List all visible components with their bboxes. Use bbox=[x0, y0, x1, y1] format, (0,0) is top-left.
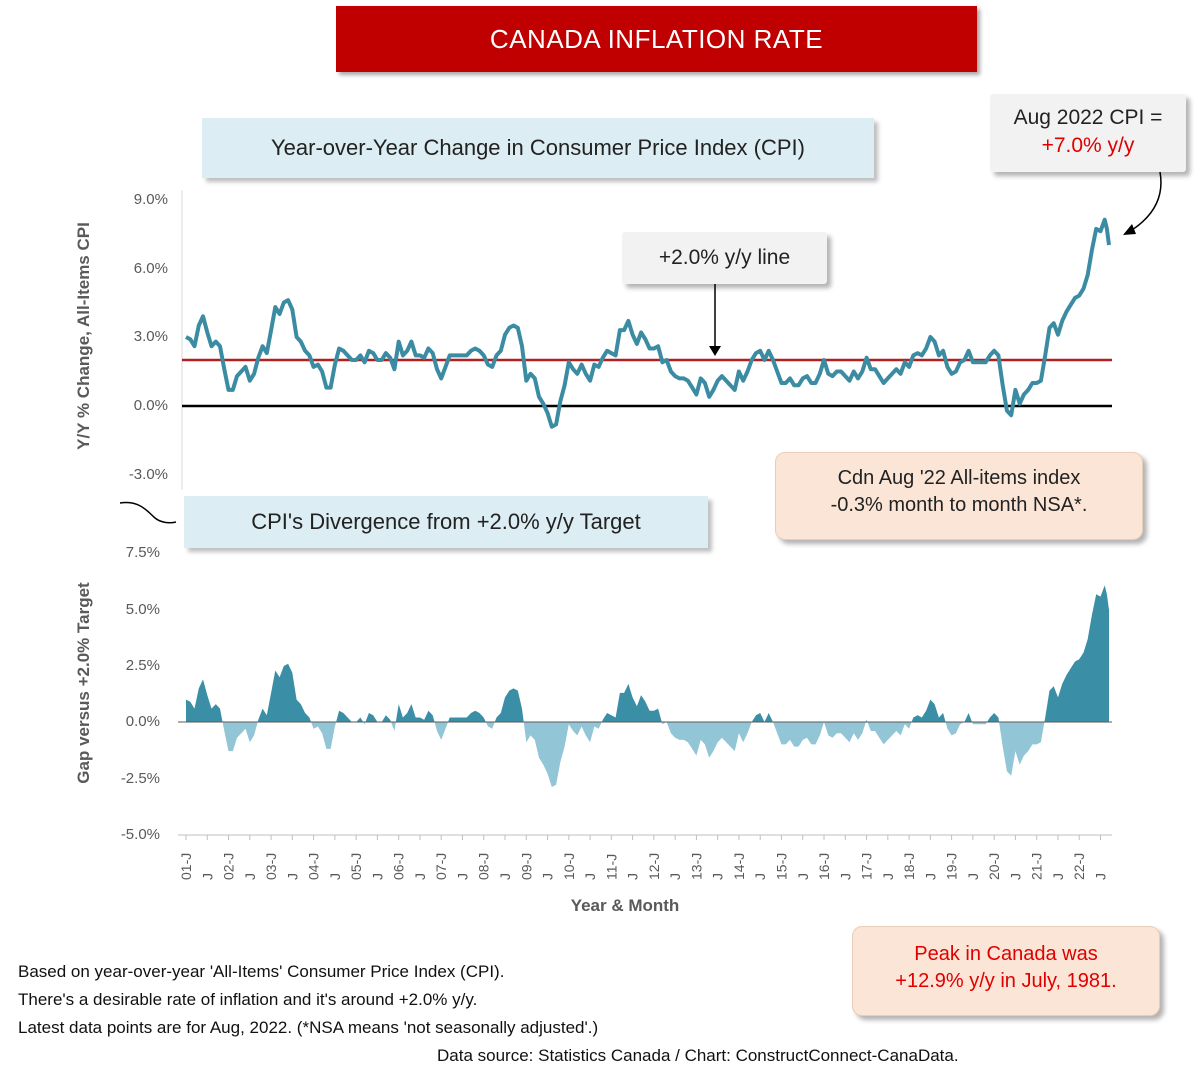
x-tick-label: 16-J bbox=[816, 853, 832, 880]
monthly-change-line2: -0.3% month to month NSA*. bbox=[830, 494, 1088, 516]
x-tick-label: 11-J bbox=[603, 854, 619, 880]
x-tick-label: J bbox=[327, 873, 343, 880]
x-tick-label: 06-J bbox=[391, 853, 407, 880]
top-y-tick: 9.0% bbox=[133, 191, 168, 208]
bottom-y-tick: -5.0% bbox=[120, 826, 160, 843]
x-tick-label: 14-J bbox=[731, 853, 747, 880]
x-axis-title: Year & Month bbox=[570, 896, 680, 915]
axis-break-mark bbox=[119, 501, 177, 524]
peak-line2: +12.9% y/y in July, 1981. bbox=[895, 970, 1117, 992]
cpi-yoy-series bbox=[185, 217, 1111, 429]
latest-cpi-callout: Aug 2022 CPI = +7.0% y/y bbox=[990, 94, 1186, 172]
x-tick-label: J bbox=[922, 873, 938, 880]
x-tick-label: J bbox=[1050, 873, 1066, 880]
x-tick-label: J bbox=[412, 873, 428, 880]
x-tick-label: 09-J bbox=[518, 853, 534, 880]
x-tick-label: 18-J bbox=[901, 853, 917, 880]
latest-callout-arrow bbox=[1131, 171, 1162, 231]
x-tick-label: J bbox=[880, 873, 896, 880]
divergence-below-target-area bbox=[186, 722, 1109, 787]
peak-line1: Peak in Canada was bbox=[914, 943, 1098, 965]
x-tick-label: J bbox=[455, 873, 471, 880]
x-tick-label: 02-J bbox=[221, 853, 237, 880]
bottom-y-tick: -2.5% bbox=[120, 770, 160, 787]
bottom-y-tick: 2.5% bbox=[125, 657, 160, 674]
x-tick-label: J bbox=[199, 873, 215, 880]
cpi-yoy-line bbox=[185, 217, 1111, 429]
top-y-tick: 0.0% bbox=[133, 397, 168, 414]
x-tick-label: 21-J bbox=[1029, 853, 1045, 880]
x-tick-labels: 01-J J 02-J J 03-J J 04-J J 05-J J 06-J J 07-J J 08-J J… bbox=[178, 835, 1109, 880]
x-tick-label: 01-J bbox=[178, 853, 194, 880]
x-tick-label: J bbox=[837, 873, 853, 880]
x-tick-label: J bbox=[795, 873, 811, 880]
bottom-y-tick: 0.0% bbox=[125, 713, 160, 730]
x-tick-label: 13-J bbox=[688, 853, 704, 880]
x-tick-label: J bbox=[284, 873, 300, 880]
x-tick-label: J bbox=[710, 873, 726, 880]
target-callout-arrowhead bbox=[709, 346, 721, 356]
latest-callout-arrowhead bbox=[1123, 224, 1136, 235]
x-tick-label: J bbox=[582, 873, 598, 880]
top-y-tick: 6.0% bbox=[133, 260, 168, 277]
x-tick-label: 20-J bbox=[986, 853, 1002, 880]
x-tick-label: 08-J bbox=[476, 853, 492, 880]
latest-cpi-line2: +7.0% y/y bbox=[1041, 134, 1135, 157]
x-tick-label: 22-J bbox=[1071, 853, 1087, 880]
x-tick-label: J bbox=[625, 873, 641, 880]
footnote-line: There's a desirable rate of inflation an… bbox=[18, 990, 478, 1009]
x-tick-label: 15-J bbox=[774, 853, 790, 880]
chart-banner-title: CANADA INFLATION RATE bbox=[336, 6, 977, 72]
footnote-line: Latest data points are for Aug, 2022. (*… bbox=[18, 1018, 599, 1037]
latest-cpi-line1: Aug 2022 CPI = bbox=[1013, 106, 1163, 129]
monthly-change-line1: Cdn Aug '22 All-items index bbox=[837, 467, 1081, 489]
data-source: Data source: Statistics Canada / Chart: … bbox=[437, 1046, 959, 1065]
x-tick-label: 03-J bbox=[263, 853, 279, 880]
x-tick-label: J bbox=[752, 873, 768, 880]
bottom-y-tick: 5.0% bbox=[125, 601, 160, 618]
x-tick-label: J bbox=[1093, 873, 1109, 880]
peak-callout: Peak in Canada was +12.9% y/y in July, 1… bbox=[852, 926, 1160, 1016]
x-tick-label: J bbox=[965, 873, 981, 880]
x-tick-label: 10-J bbox=[561, 853, 577, 880]
divergence-above-target-area bbox=[186, 585, 1109, 722]
top-y-tick: -3.0% bbox=[128, 466, 168, 483]
bottom-y-tick: 7.5% bbox=[125, 544, 160, 561]
top-y-tick: 3.0% bbox=[133, 328, 168, 345]
target-line-callout: +2.0% y/y line bbox=[622, 232, 827, 284]
x-tick-label: 04-J bbox=[306, 853, 322, 880]
x-tick-label: 12-J bbox=[646, 853, 662, 880]
footnote-line: Based on year-over-year 'All-Items' Cons… bbox=[18, 962, 505, 981]
x-tick-label: 17-J bbox=[859, 853, 875, 880]
x-tick-label: J bbox=[540, 873, 556, 880]
top-chart-title: Year-over-Year Change in Consumer Price … bbox=[202, 118, 874, 178]
x-tick-label: 19-J bbox=[944, 853, 960, 880]
x-tick-label: 07-J bbox=[433, 853, 449, 880]
x-tick-label: J bbox=[497, 873, 513, 880]
monthly-change-callout: Cdn Aug '22 All-items index -0.3% month … bbox=[775, 452, 1143, 540]
divergence-series bbox=[186, 585, 1109, 787]
x-tick-label: J bbox=[242, 873, 258, 880]
x-tick-label: J bbox=[667, 873, 683, 880]
bottom-chart-title: CPI's Divergence from +2.0% y/y Target bbox=[184, 496, 708, 548]
x-tick-label: J bbox=[1007, 873, 1023, 880]
x-tick-label: 05-J bbox=[348, 853, 364, 880]
x-tick-label: J bbox=[369, 873, 385, 880]
